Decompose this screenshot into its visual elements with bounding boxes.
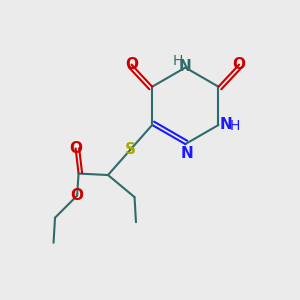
Text: S: S (124, 142, 136, 158)
Text: O: O (232, 57, 246, 72)
Text: H: H (173, 54, 183, 68)
Text: N: N (179, 59, 192, 74)
Text: N: N (220, 118, 233, 133)
Text: N: N (180, 146, 193, 160)
Text: O: O (125, 57, 138, 72)
Text: O: O (70, 188, 84, 203)
Text: H: H (230, 119, 240, 134)
Text: O: O (69, 141, 82, 156)
